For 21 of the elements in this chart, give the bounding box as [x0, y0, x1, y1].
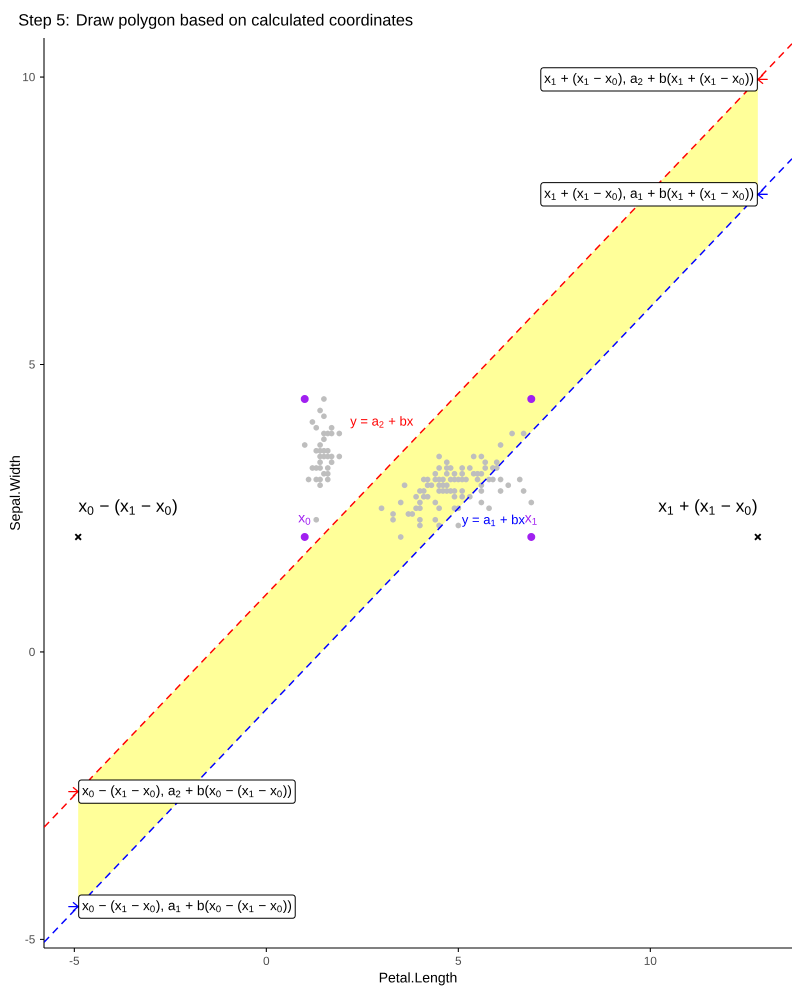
x-tick-label: 10 — [644, 956, 656, 966]
x-tick-label: 5 — [456, 956, 462, 965]
y-tick-label: 5 — [29, 360, 35, 369]
y-axis-title: Sepal.Width — [10, 456, 23, 530]
text: x$_{1}$ + (x$_{1}$ − x$_{0}$), a$_{2}$ + b(x$_{1}$ + (x$_{1}$ − x$_{0}$)) — [544, 73, 754, 86]
annotation: x$_{1}$ — [524, 515, 537, 525]
annotation: x$_{0}$ − (x$_{1}$ − x$_{0}$) — [78, 499, 177, 516]
y-tick-label: -5 — [25, 935, 35, 944]
x-tick-label: -5 — [70, 956, 80, 965]
text: x$_{0}$ − (x$_{1}$ − x$_{0}$), a$_{1}$ + b(x$_{0}$ − (x$_{1}$ − x$_{0}$)) — [82, 900, 292, 913]
annotation: x$_{1}$ + (x$_{1}$ − x$_{0}$) — [658, 499, 756, 516]
y-tick-label: 0 — [29, 648, 35, 656]
x-axis-title: Petal.Length — [380, 972, 456, 986]
chart-title: Step 5: Draw polygon based on calculated coordinates — [19, 14, 412, 29]
series-label: y = a$_{1}$ + bx — [462, 514, 525, 527]
x-tick-label: 0 — [264, 956, 270, 966]
text: x$_{1}$ + (x$_{1}$ − x$_{0}$), a$_{1}$ + b(x$_{1}$ + (x$_{1}$ − x$_{0}$)) — [544, 188, 754, 201]
annotation: x$_{0}$ — [298, 515, 310, 525]
series-label: y = a$_{2}$ + bx — [350, 416, 414, 428]
y-tick-label: 10 — [23, 72, 35, 82]
text: x$_{0}$ − (x$_{1}$ − x$_{0}$), a$_{2}$ + b(x$_{0}$ − (x$_{1}$ − x$_{0}$)) — [82, 785, 292, 798]
